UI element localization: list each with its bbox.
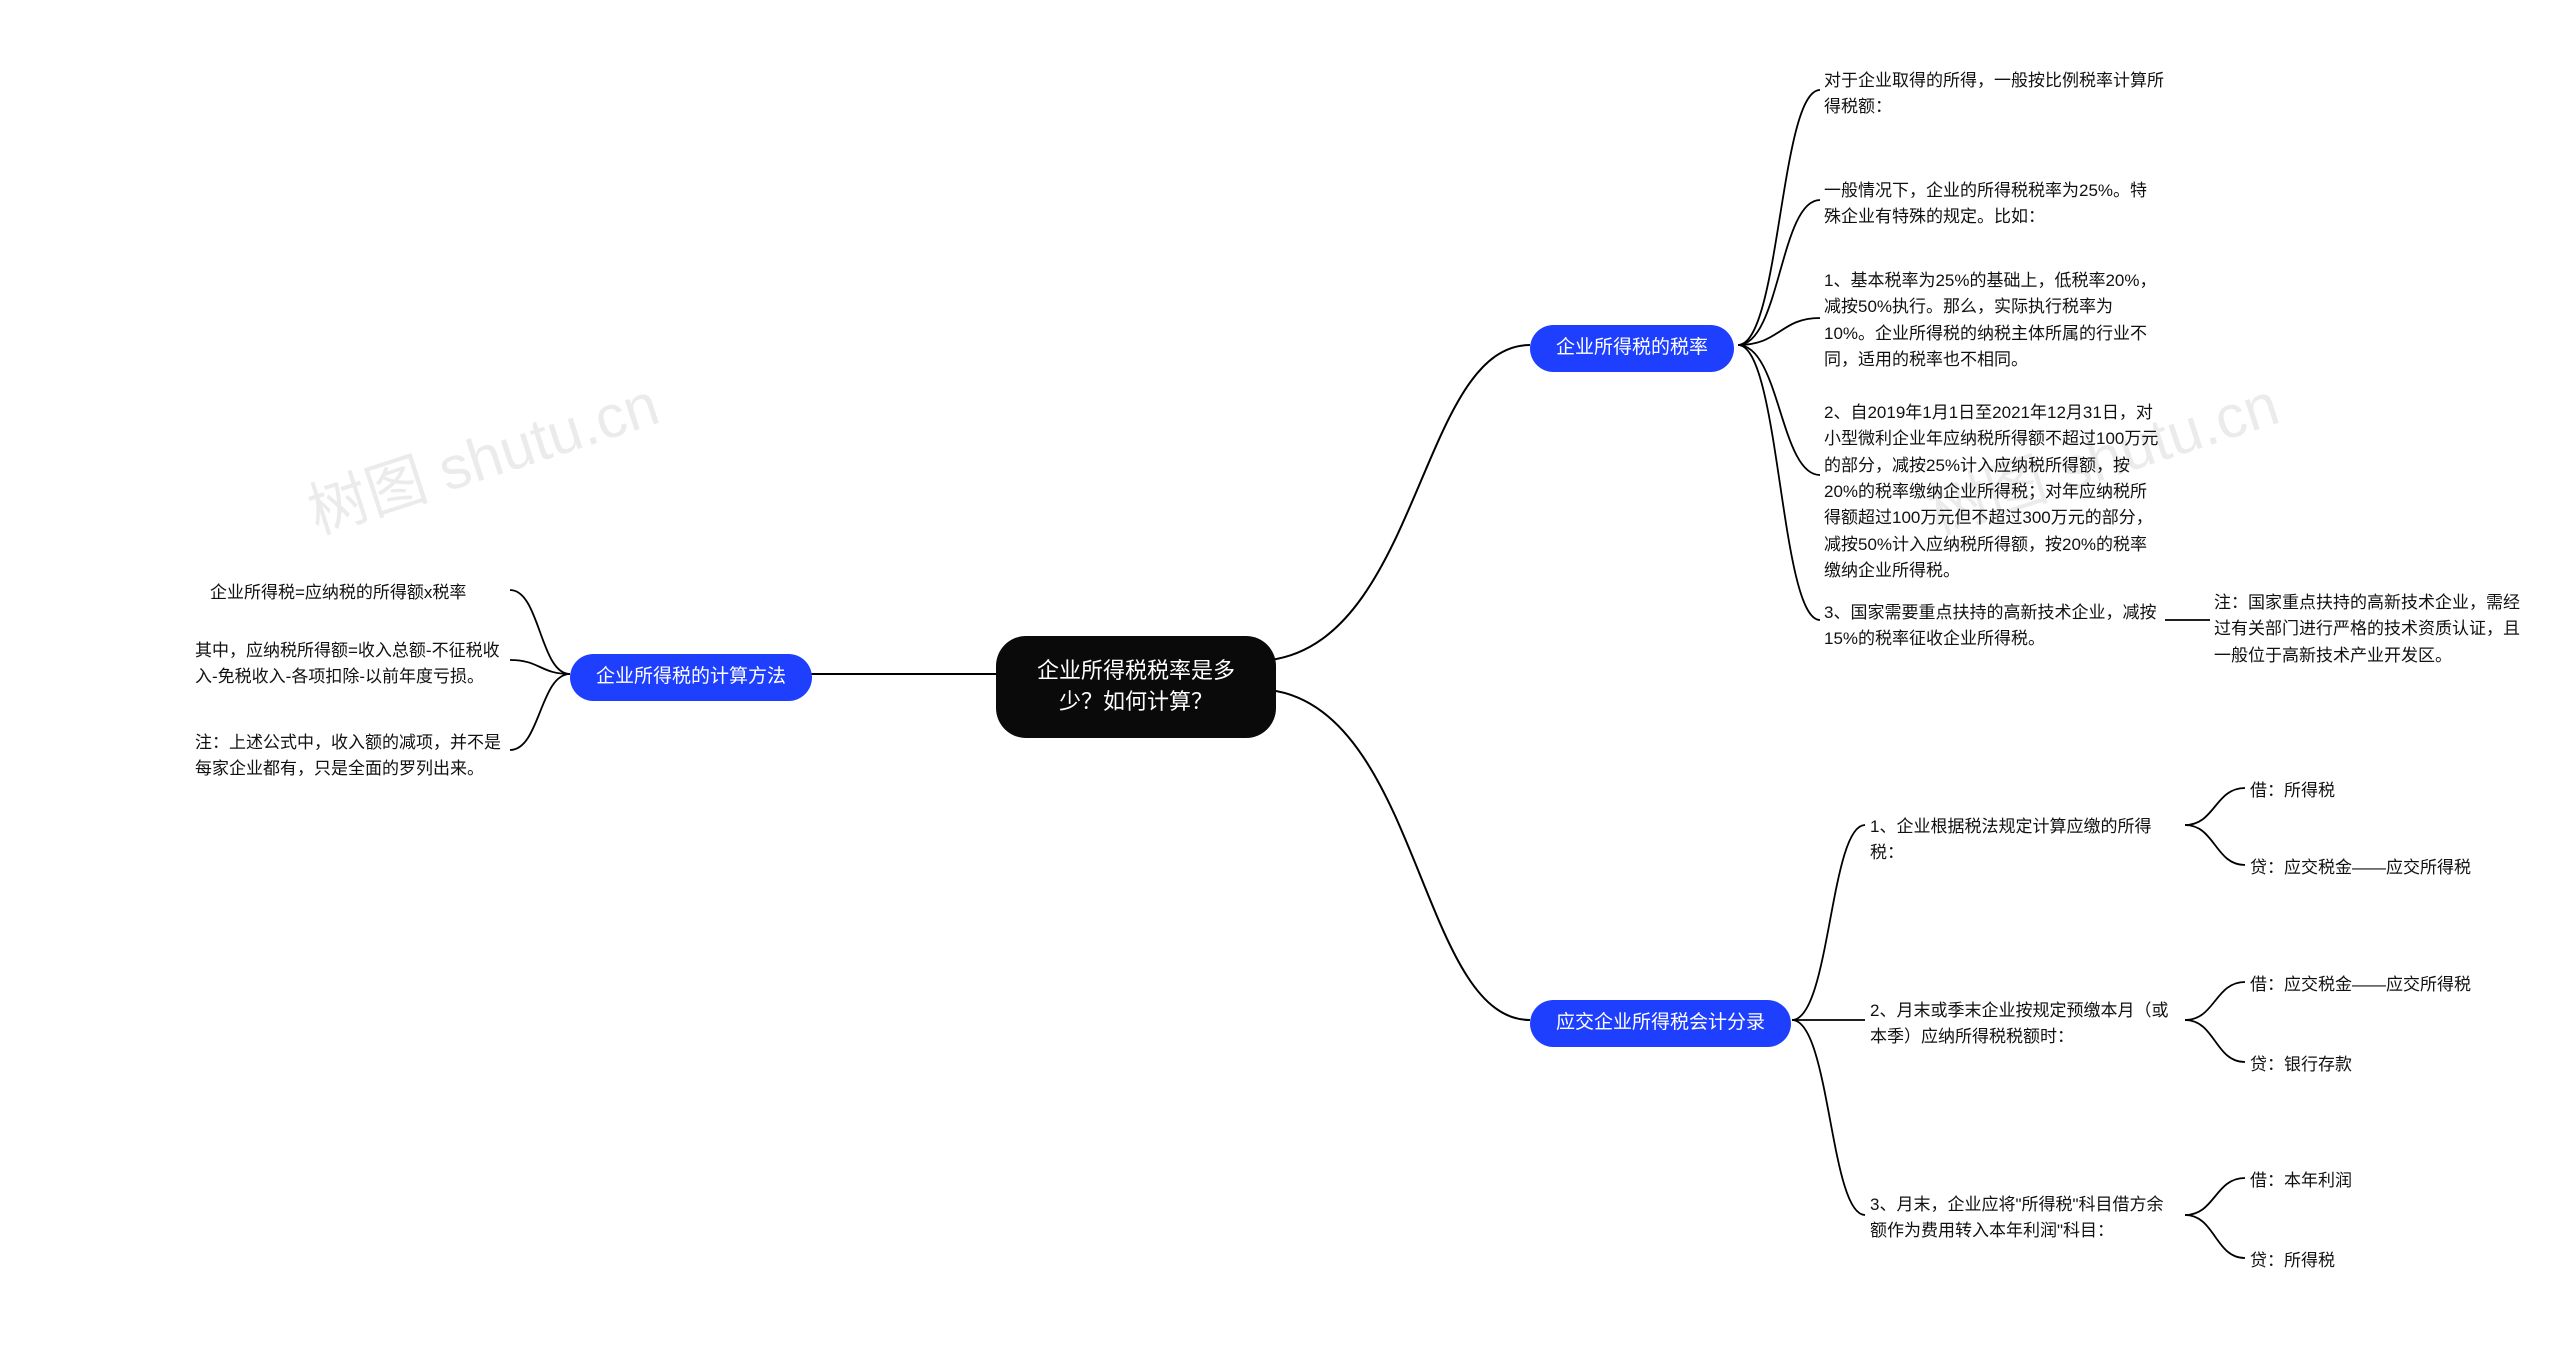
leaf-calc-3: 注：上述公式中，收入额的减项，并不是每家企业都有，只是全面的罗列出来。 — [195, 730, 515, 783]
branch-tax-rate[interactable]: 企业所得税的税率 — [1530, 325, 1734, 372]
root-node[interactable]: 企业所得税税率是多少？如何计算？ — [996, 636, 1276, 738]
branch-accounting-entry[interactable]: 应交企业所得税会计分录 — [1530, 1000, 1791, 1047]
leaf-entry-3: 3、月末，企业应将"所得税"科目借方余额作为费用转入本年利润"科目： — [1870, 1192, 2180, 1245]
leaf-rate-2: 一般情况下，企业的所得税税率为25%。特殊企业有特殊的规定。比如： — [1824, 178, 2164, 231]
leaf-entry-1-debit: 借：所得税 — [2250, 778, 2335, 804]
leaf-entry-2-credit: 贷：银行存款 — [2250, 1052, 2352, 1078]
leaf-calc-1: 企业所得税=应纳税的所得额x税率 — [210, 580, 466, 606]
mindmap-canvas: 树图 shutu.cn 树图 shutu.cn — [0, 0, 2560, 1350]
watermark-1: 树图 shutu.cn — [295, 356, 668, 551]
leaf-entry-3-debit: 借：本年利润 — [2250, 1168, 2352, 1194]
leaf-rate-5: 3、国家需要重点扶持的高新技术企业，减按15%的税率征收企业所得税。 — [1824, 600, 2164, 653]
leaf-rate-5-note: 注：国家重点扶持的高新技术企业，需经过有关部门进行严格的技术资质认证，且一般位于… — [2214, 590, 2524, 669]
leaf-calc-2: 其中，应纳税所得额=收入总额-不征税收入-免税收入-各项扣除-以前年度亏损。 — [195, 638, 515, 691]
leaf-rate-4: 2、自2019年1月1日至2021年12月31日，对小型微利企业年应纳税所得额不… — [1824, 400, 2164, 584]
leaf-rate-3: 1、基本税率为25%的基础上，低税率20%，减按50%执行。那么，实际执行税率为… — [1824, 268, 2164, 373]
leaf-rate-1: 对于企业取得的所得，一般按比例税率计算所得税额： — [1824, 68, 2164, 121]
branch-calc-method[interactable]: 企业所得税的计算方法 — [570, 654, 812, 701]
leaf-entry-1: 1、企业根据税法规定计算应缴的所得税： — [1870, 814, 2180, 867]
leaf-entry-1-credit: 贷：应交税金——应交所得税 — [2250, 855, 2471, 881]
leaf-entry-2: 2、月末或季末企业按规定预缴本月（或本季）应纳所得税税额时： — [1870, 998, 2180, 1051]
leaf-entry-2-debit: 借：应交税金——应交所得税 — [2250, 972, 2471, 998]
leaf-entry-3-credit: 贷：所得税 — [2250, 1248, 2335, 1274]
